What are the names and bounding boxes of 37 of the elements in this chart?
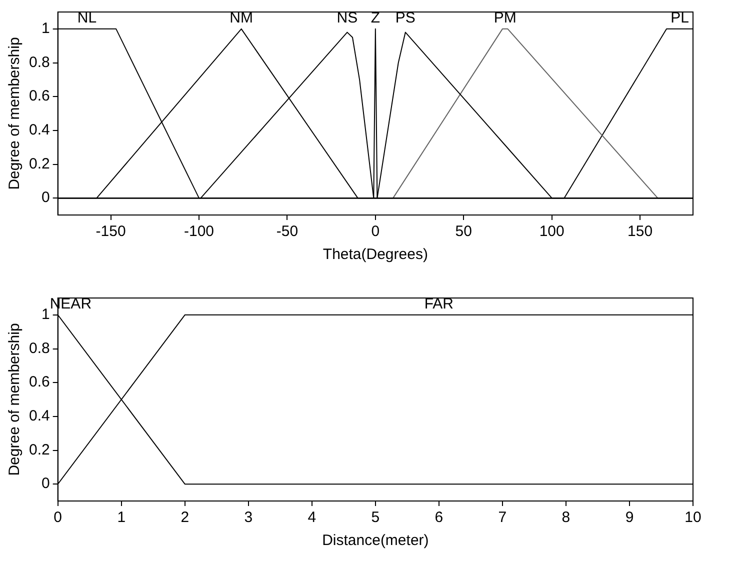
x-tick-label: 1 — [117, 509, 126, 526]
y-tick-label: 0.4 — [28, 408, 50, 425]
series-label: NL — [77, 10, 97, 27]
x-tick-label: 10 — [684, 509, 702, 526]
x-tick-label: 2 — [180, 509, 190, 526]
x-tick-label: 5 — [371, 509, 380, 526]
y-tick-label: 0.4 — [28, 122, 50, 139]
x-tick-label: 6 — [434, 509, 444, 526]
x-tick-label: 4 — [308, 509, 316, 526]
y-tick-label: 1 — [42, 306, 50, 324]
x-tick-label: 50 — [455, 223, 472, 240]
y-axis-title: Degree of membership — [6, 323, 24, 476]
x-tick-label: -150 — [96, 223, 126, 240]
x-tick-label: 150 — [628, 223, 653, 240]
x-tick-label: 3 — [244, 509, 253, 526]
y-tick-label: 0 — [42, 475, 50, 492]
x-tick-label: 7 — [498, 509, 507, 526]
series-label: NS — [336, 10, 358, 27]
x-axis-title: Distance(meter) — [322, 532, 429, 550]
y-tick-label: 0.6 — [28, 88, 50, 105]
x-tick-label: 9 — [625, 509, 634, 526]
x-tick-label: 0 — [371, 223, 380, 240]
x-tick-label: -100 — [184, 223, 214, 240]
y-tick-label: 0.8 — [28, 54, 50, 71]
x-tick-label: 100 — [539, 223, 564, 240]
y-tick-label: 0.2 — [28, 155, 50, 172]
y-tick-label: 0.2 — [28, 441, 50, 458]
x-tick-label: 0 — [54, 509, 62, 526]
series-label: NM — [230, 10, 254, 27]
y-tick-label: 0.6 — [28, 374, 50, 391]
y-tick-label: 0.8 — [28, 340, 50, 357]
y-axis-title: Degree of membership — [6, 37, 24, 190]
x-tick-label: -50 — [276, 223, 298, 240]
y-tick-label: 0 — [42, 189, 50, 206]
x-axis-title: Theta(Degrees) — [322, 246, 428, 264]
x-tick-label: 8 — [562, 509, 570, 526]
y-tick-label: 1 — [42, 20, 50, 38]
